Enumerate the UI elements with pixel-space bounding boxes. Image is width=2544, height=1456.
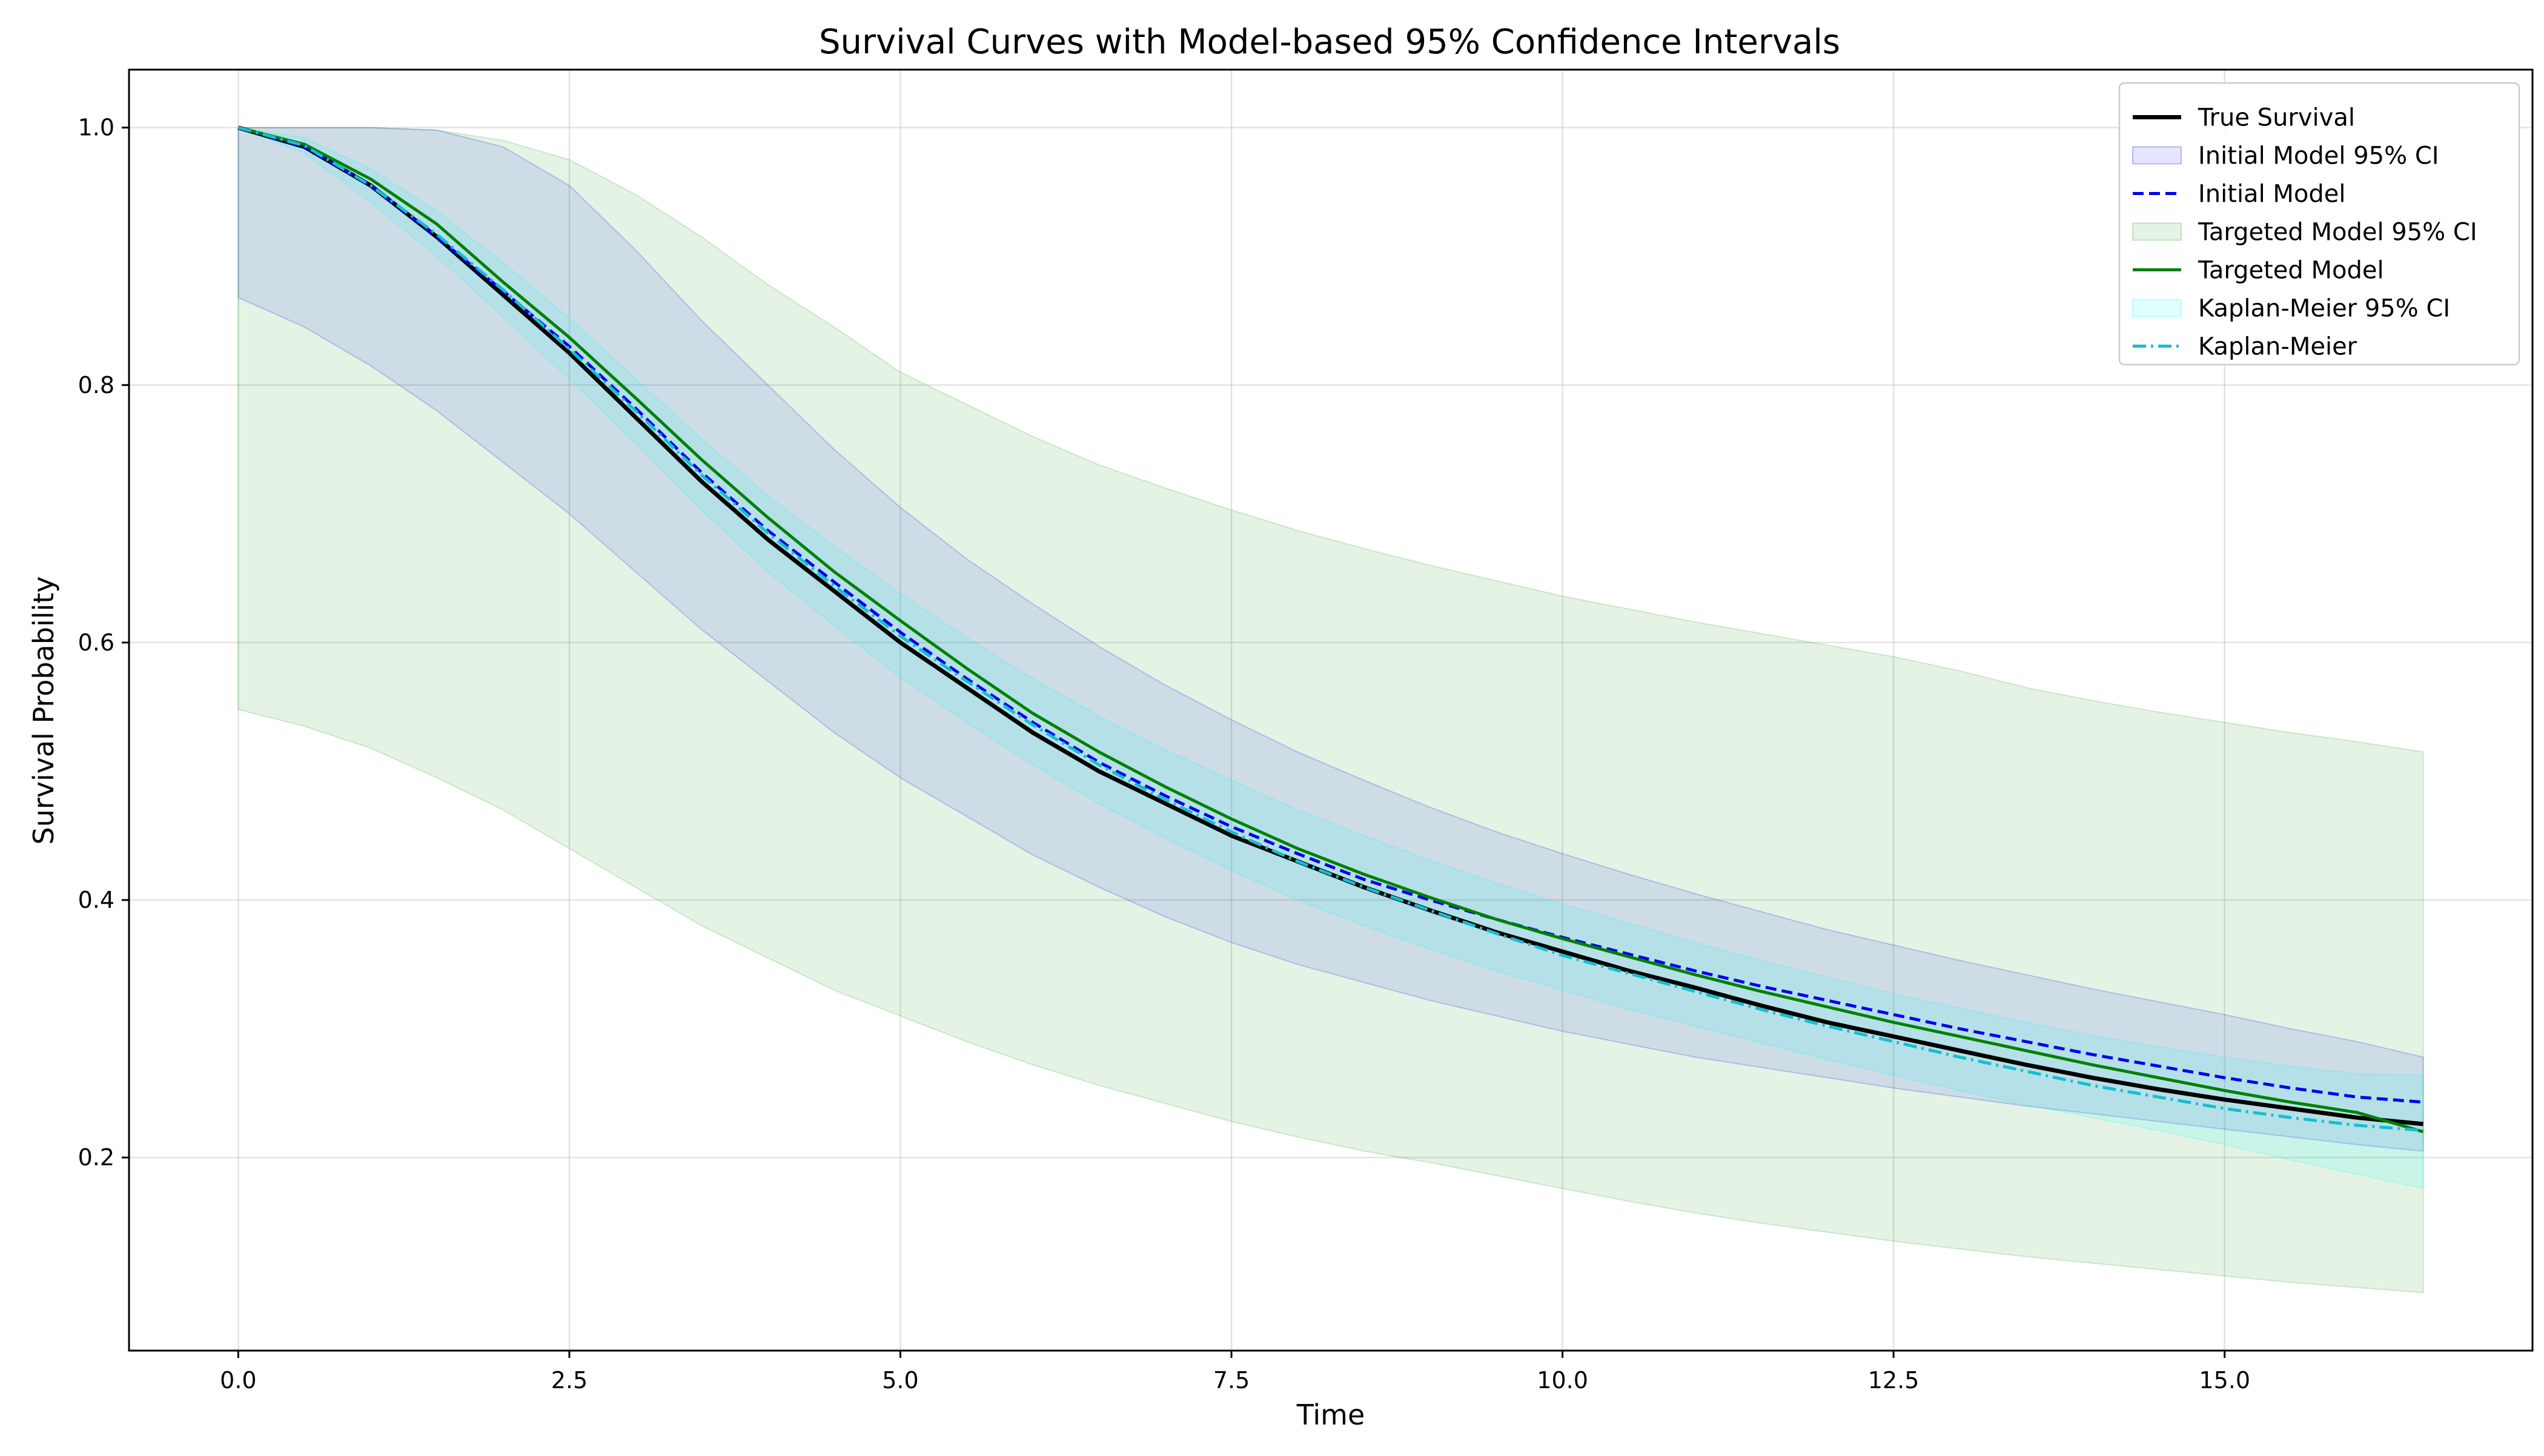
targeted-model-95-ci-band: [237, 127, 2424, 1294]
legend-label-targeted-model: Targeted Model: [2198, 257, 2384, 285]
legend-label-true-survival: True Survival: [2198, 104, 2355, 132]
y-tick-label: 0.8: [78, 372, 114, 399]
x-axis-label: Time: [1296, 1398, 1365, 1431]
x-tick-label: 7.5: [1213, 1367, 1250, 1394]
kaplan-meier-95-ci-band: [238, 127, 2424, 1190]
y-axis-label: Survival Probability: [27, 576, 60, 844]
kaplan-meier-line: [237, 126, 2423, 1132]
x-tick-label: 5.0: [882, 1367, 918, 1394]
plot-frame: [128, 68, 2534, 1352]
chart-title: Survival Curves with Model-based 95% Con…: [819, 22, 1840, 62]
y-tick-label: 0.6: [78, 629, 114, 656]
legend-label-initial-model-95-ci: Initial Model 95% CI: [2198, 142, 2439, 170]
y-axis-ticks: 0.2 0.4 0.6 0.8 1.0: [78, 114, 129, 1171]
legend-swatch-targeted-model-95-ci: [2132, 222, 2182, 241]
legend-label-kaplan-meier: Kaplan-Meier: [2198, 333, 2357, 361]
x-tick-label: 12.5: [1868, 1367, 1920, 1394]
legend-label-targeted-model-95-ci: Targeted Model 95% CI: [2198, 219, 2477, 247]
legend-label-initial-model: Initial Model: [2198, 180, 2346, 208]
legend-swatch-kaplan-meier-95-ci: [2132, 299, 2182, 317]
y-tick-label: 1.0: [78, 114, 114, 141]
y-tick-label: 0.4: [78, 887, 114, 913]
legend: True Survival Initial Model 95% CI Initial…: [2118, 82, 2520, 366]
confidence-bands: [237, 127, 2424, 1294]
x-axis-ticks: 0.0 2.5 5.0 7.5 10.0 12.5 15.0: [220, 1351, 2250, 1394]
targeted-model-line: [237, 126, 2424, 1134]
legend-swatch-initial-model-95-ci: [2132, 146, 2182, 165]
y-tick-label: 0.2: [78, 1144, 114, 1171]
x-tick-label: 15.0: [2199, 1367, 2250, 1394]
initial-model-line: [237, 126, 2423, 1104]
x-tick-label: 2.5: [551, 1367, 588, 1394]
legend-label-kaplan-meier-95-ci: Kaplan-Meier 95% CI: [2198, 295, 2450, 323]
grid-lines: [129, 70, 2532, 1351]
x-tick-label: 10.0: [1537, 1367, 1588, 1394]
initial-model-95-ci-band: [237, 127, 2424, 1152]
survival-lines: [237, 125, 2424, 1134]
x-tick-label: 0.0: [220, 1367, 256, 1394]
legend-frame: [2118, 82, 2520, 366]
